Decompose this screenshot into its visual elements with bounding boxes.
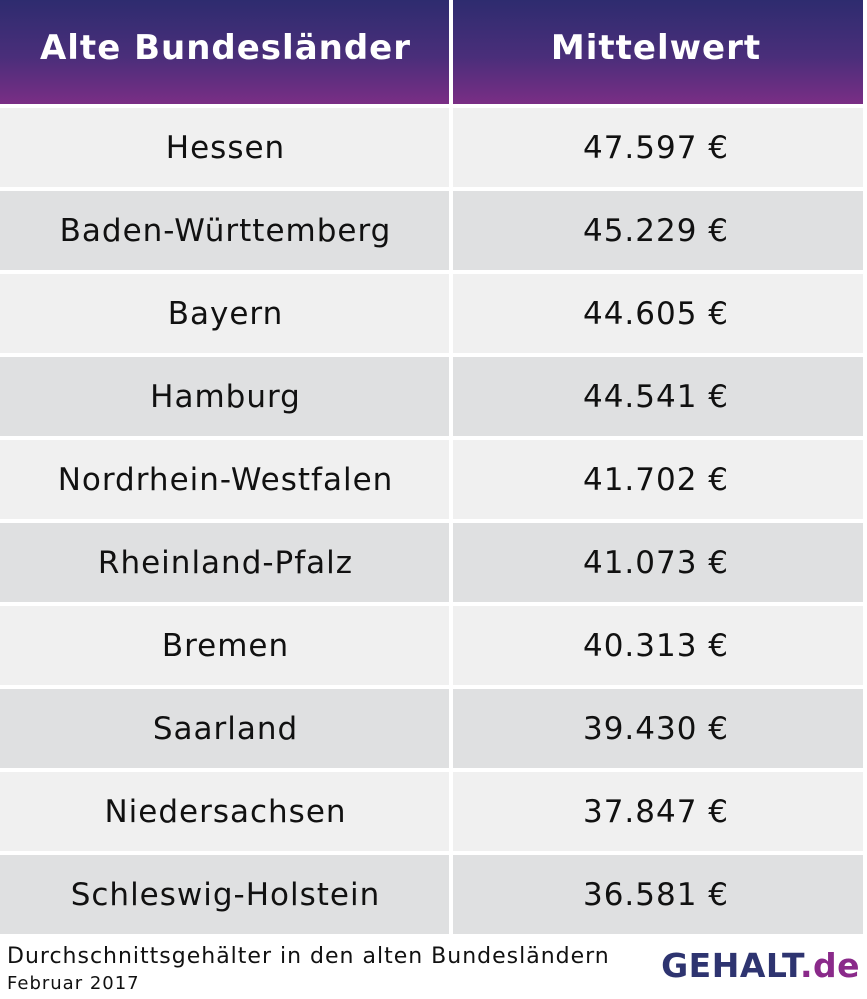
table-row: Schleswig-Holstein 36.581 € [0, 855, 867, 934]
state-cell: Bayern [0, 274, 449, 353]
state-cell: Schleswig-Holstein [0, 855, 449, 934]
table-row: Rheinland-Pfalz 41.073 € [0, 523, 867, 602]
table-row: Baden-Württemberg 45.229 € [0, 191, 867, 270]
state-cell: Hamburg [0, 357, 449, 436]
table-row: Saarland 39.430 € [0, 689, 867, 768]
mean-salary-cell: 40.313 € [453, 606, 863, 685]
state-cell: Nordrhein-Westfalen [0, 440, 449, 519]
mean-salary-cell: 44.605 € [453, 274, 863, 353]
state-cell: Niedersachsen [0, 772, 449, 851]
salary-table: Alte Bundesländer Mittelwert Hessen 47.59… [0, 0, 867, 934]
mean-salary-cell: 41.073 € [453, 523, 863, 602]
table-row: Bremen 40.313 € [0, 606, 867, 685]
table-row: Hessen 47.597 € [0, 108, 867, 187]
mean-salary-cell: 44.541 € [453, 357, 863, 436]
mean-salary-cell: 45.229 € [453, 191, 863, 270]
caption-date: Februar 2017 [7, 973, 140, 994]
gehalt-logo: GEHALT.de [661, 946, 860, 985]
column-header-mean: Mittelwert [453, 0, 863, 104]
caption: Durchschnittsgehälter in den alten Bunde… [7, 944, 610, 969]
mean-salary-cell: 39.430 € [453, 689, 863, 768]
footer: Durchschnittsgehälter in den alten Bunde… [0, 938, 867, 999]
table-row: Hamburg 44.541 € [0, 357, 867, 436]
table-row: Bayern 44.605 € [0, 274, 867, 353]
table-header-row: Alte Bundesländer Mittelwert [0, 0, 867, 104]
state-cell: Hessen [0, 108, 449, 187]
column-header-state: Alte Bundesländer [0, 0, 449, 104]
state-cell: Bremen [0, 606, 449, 685]
state-cell: Saarland [0, 689, 449, 768]
table-row: Niedersachsen 37.847 € [0, 772, 867, 851]
state-cell: Rheinland-Pfalz [0, 523, 449, 602]
mean-salary-cell: 37.847 € [453, 772, 863, 851]
mean-salary-cell: 41.702 € [453, 440, 863, 519]
state-cell: Baden-Württemberg [0, 191, 449, 270]
mean-salary-cell: 36.581 € [453, 855, 863, 934]
table-row: Nordrhein-Westfalen 41.702 € [0, 440, 867, 519]
logo-suffix: .de [799, 946, 860, 985]
table-body: Hessen 47.597 € Baden-Württemberg 45.229 € B… [0, 108, 867, 934]
mean-salary-cell: 47.597 € [453, 108, 863, 187]
logo-text: GEHALT [661, 946, 800, 985]
